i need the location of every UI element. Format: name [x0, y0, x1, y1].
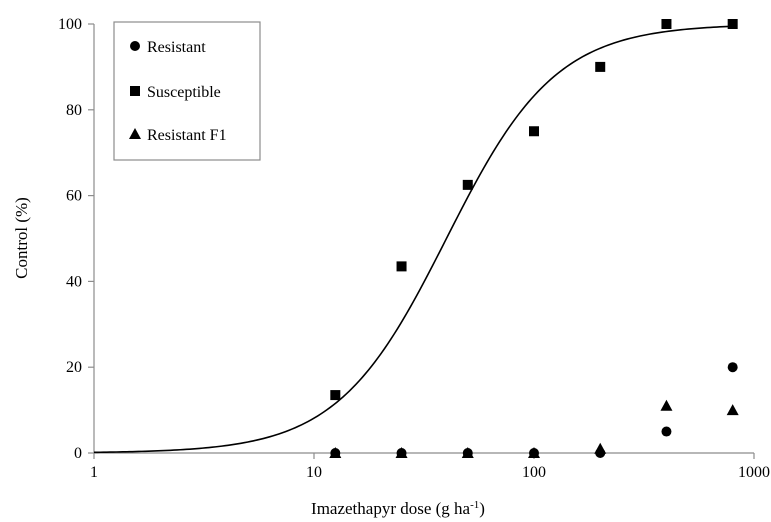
y-tick-label: 20	[66, 359, 82, 376]
legend-marker-resistant-f1	[129, 128, 141, 139]
y-tick-label: 60	[66, 188, 82, 205]
y-tick-label: 100	[58, 16, 82, 33]
x-tick-label: 1000	[738, 464, 770, 481]
point-susceptible	[529, 126, 539, 137]
point-susceptible	[330, 390, 341, 401]
fit-curve-group	[93, 25, 733, 454]
point-resistant-f1	[660, 399, 673, 411]
x-axis-title: Imazethapyr dose (g ha-1)	[311, 499, 485, 518]
point-resistant	[661, 426, 672, 437]
legend-marker-susceptible	[130, 86, 140, 96]
y-axis-title: Control (%)	[12, 197, 31, 279]
y-tick-label: 0	[74, 445, 82, 462]
point-resistant-f1	[528, 447, 540, 458]
point-susceptible	[727, 19, 738, 29]
point-resistant-f1	[329, 447, 342, 458]
point-resistant-f1	[461, 447, 474, 458]
point-resistant-f1	[594, 442, 607, 454]
point-resistant	[727, 362, 738, 373]
point-susceptible	[462, 179, 473, 190]
axes	[93, 24, 754, 454]
x-tick-label: 1	[90, 464, 98, 481]
point-susceptible	[396, 261, 407, 272]
ticks: 0 20 40 60 80 100 1 10 100 1000	[58, 16, 770, 481]
point-susceptible	[595, 61, 606, 72]
x-tick-label: 100	[522, 464, 546, 481]
point-susceptible	[661, 19, 672, 29]
point-resistant-f1	[395, 447, 408, 458]
point-resistant-f1	[726, 404, 739, 416]
y-tick-label: 40	[66, 273, 82, 290]
legend: Resistant Susceptible Resistant F1	[113, 21, 261, 161]
legend-label-resistant-f1: Resistant F1	[147, 127, 227, 144]
fit-curve	[93, 25, 733, 454]
legend-label-susceptible: Susceptible	[147, 84, 221, 101]
y-tick-label: 80	[66, 102, 82, 119]
legend-marker-resistant	[130, 41, 140, 51]
legend-label-resistant: Resistant	[147, 39, 206, 56]
x-tick-label: 10	[306, 464, 322, 481]
data-points	[329, 19, 739, 458]
